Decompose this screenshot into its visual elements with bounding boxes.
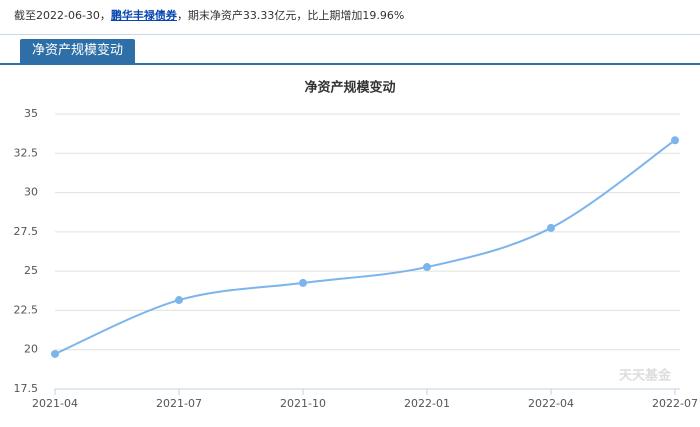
- y-tick-label: 35: [24, 107, 38, 120]
- x-tick-label: 2021-04: [32, 397, 78, 410]
- line: [54, 139, 676, 355]
- y-tick-label: 30: [24, 186, 38, 199]
- summary-suffix: ，期末净资产33.33亿元，比上期增加19.96%: [176, 9, 405, 22]
- watermark: 天天基金: [619, 368, 672, 384]
- point: [423, 263, 431, 272]
- x-tick-label: 2021-07: [156, 397, 202, 410]
- summary-prefix: 截至2022-06-30，: [14, 9, 111, 22]
- point: [547, 223, 555, 232]
- y-tick-label: 27.5: [14, 225, 39, 238]
- y-tick-label: 32.5: [14, 146, 39, 159]
- x-tick-label: 2022-04: [528, 397, 574, 410]
- point: [175, 296, 183, 305]
- fund-link[interactable]: 鹏华丰禄债券: [110, 9, 177, 22]
- y-tick-label: 17.5: [14, 382, 39, 395]
- x-tick-label: 2021-10: [280, 397, 326, 410]
- y-tick-label: 20: [24, 343, 38, 356]
- chart-title: 净资产规模变动: [304, 80, 395, 96]
- point: [671, 136, 679, 145]
- x-tick-label: 2022-07: [652, 397, 698, 410]
- summary: 截至2022-06-30，鹏华丰禄债券，期末净资产33.33亿元，比上期增加19…: [14, 7, 404, 23]
- y-tick-label: 25: [24, 264, 38, 277]
- x-tick-label: 2022-01: [404, 397, 450, 410]
- tab[interactable]: 净资产规模变动: [20, 39, 136, 63]
- y-tick-label: 22.5: [14, 303, 39, 316]
- point: [299, 278, 307, 287]
- chart: 净资产规模变动 天天基金 17.5 20 22.5 25 27.5 30 32.5 35 202…: [14, 80, 698, 411]
- point: [51, 349, 59, 358]
- tab-bar: 净资产规模变动: [0, 34, 700, 65]
